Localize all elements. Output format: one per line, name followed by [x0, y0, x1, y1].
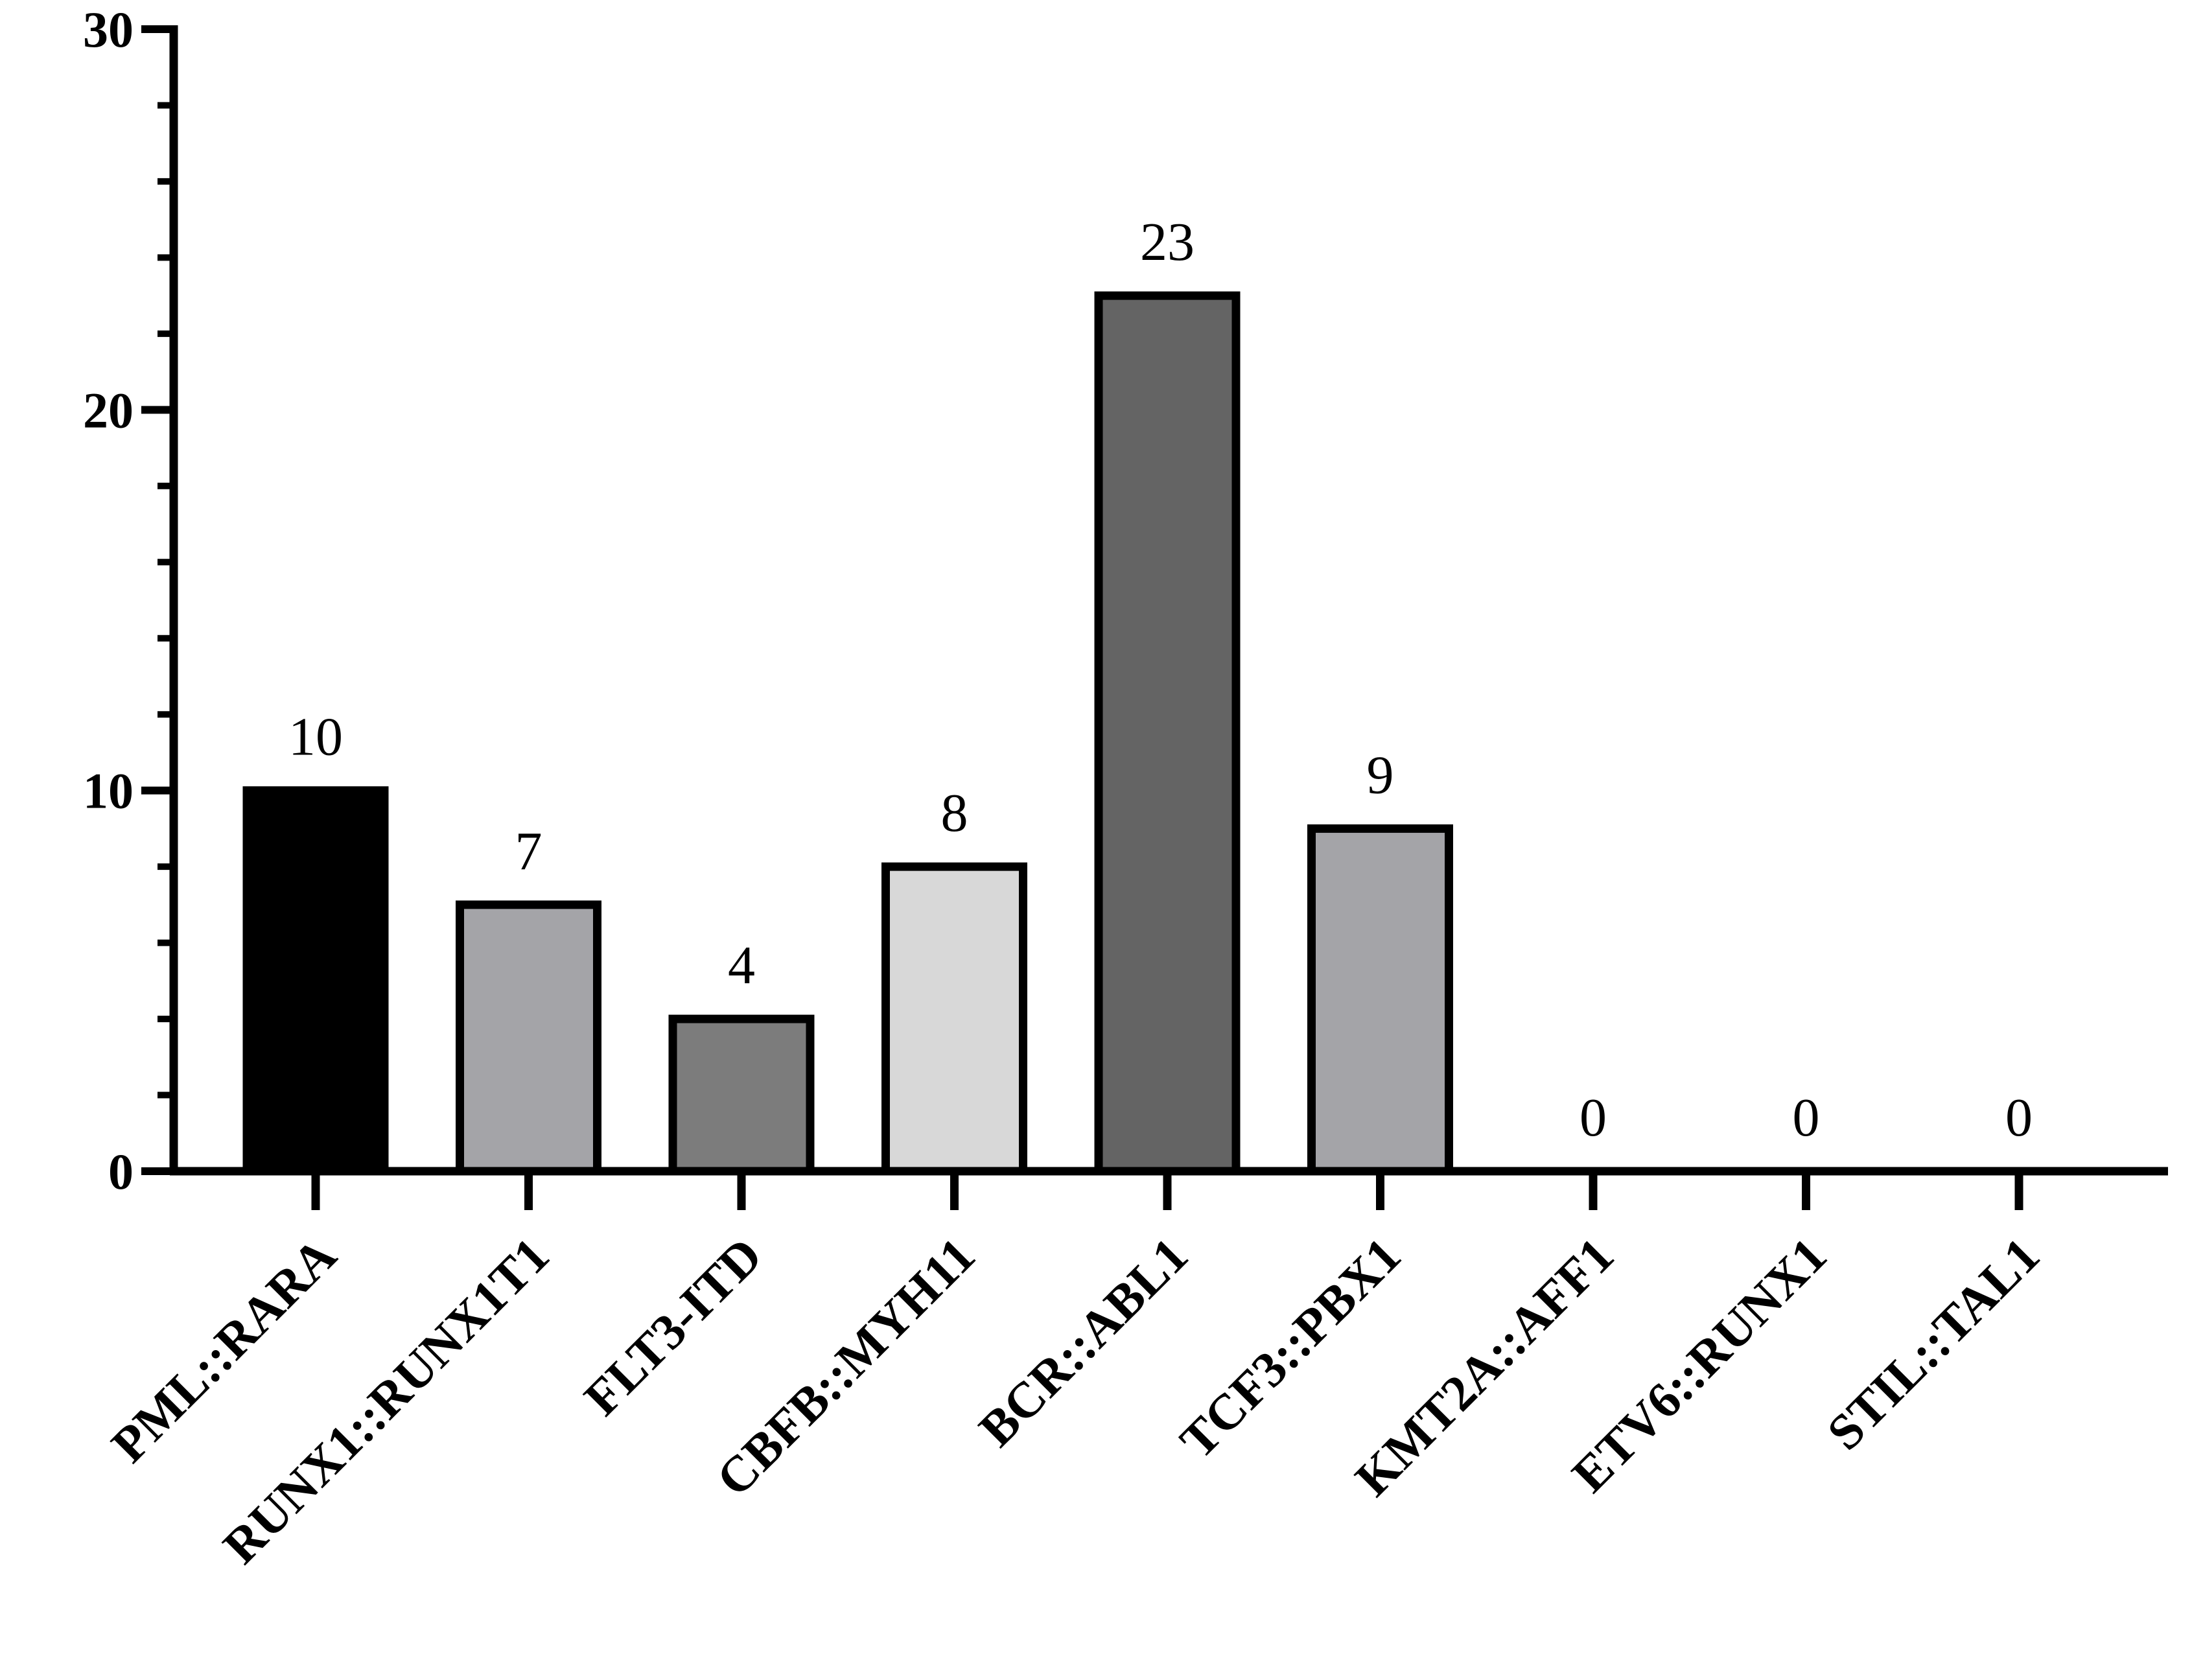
x-category-label: FLT3-ITD: [573, 1227, 773, 1427]
y-tick-label: 30: [83, 1, 134, 58]
data-label: 0: [2005, 1088, 2033, 1148]
data-label: 4: [728, 935, 755, 996]
y-tick-label: 10: [83, 763, 134, 819]
bars-group: [242, 291, 1453, 1176]
x-category-label: TCF3::PBX1: [1169, 1227, 1411, 1469]
bar-3: [881, 862, 1027, 1176]
data-label: 0: [1580, 1088, 1607, 1148]
x-category-label: BCR::ABL1: [968, 1227, 1198, 1458]
y-tick-label: 20: [83, 382, 134, 438]
bar-4: [1094, 291, 1241, 1176]
axes-group: [141, 25, 2168, 1210]
data-label: 23: [1140, 212, 1195, 272]
data-label: 7: [515, 821, 542, 881]
bar-2: [668, 1014, 815, 1176]
bar-0: [242, 786, 389, 1176]
bar-1: [456, 900, 601, 1176]
data-label: 10: [288, 707, 343, 767]
bar-5: [1307, 824, 1453, 1176]
data-label: 9: [1367, 745, 1394, 805]
x-category-label: STIL::TAL1: [1816, 1227, 2050, 1461]
y-tick-label: 0: [108, 1143, 134, 1200]
data-label: 0: [1793, 1088, 1820, 1148]
data-label: 8: [941, 783, 968, 843]
